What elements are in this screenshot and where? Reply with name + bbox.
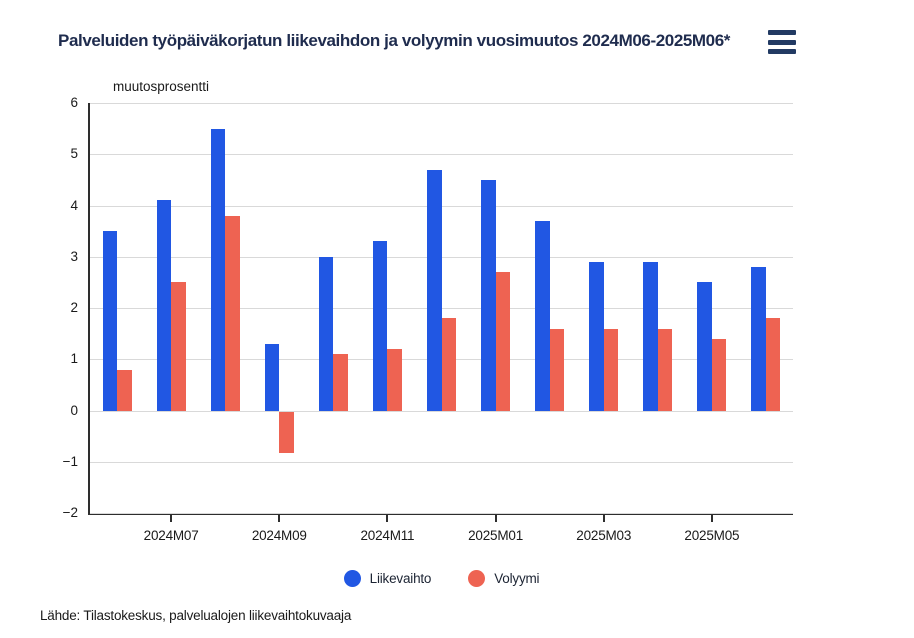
gridline <box>90 513 793 514</box>
legend-swatch-icon <box>343 569 361 587</box>
bar-volyymi-2024M08[interactable] <box>225 215 240 411</box>
bar-volyymi-2025M05[interactable] <box>711 338 727 411</box>
bar-volyymi-2024M10[interactable] <box>333 354 348 411</box>
y-tick-label: 6 <box>70 95 78 110</box>
x-tick-label: 2025M01 <box>468 528 524 543</box>
bar-volyymi-2024M09[interactable] <box>279 411 294 453</box>
menu-button[interactable] <box>768 30 796 54</box>
bar-volyymi-2025M03[interactable] <box>603 328 619 411</box>
bar-volyymi-2024M11[interactable] <box>387 349 402 411</box>
x-tick-label: 2024M11 <box>360 528 415 543</box>
bar-volyymi-2025M02[interactable] <box>549 328 565 411</box>
y-tick-label: 2 <box>70 300 78 315</box>
bar-liikevaihto-2024M08[interactable] <box>210 128 226 411</box>
bar-liikevaihto-2024M11[interactable] <box>372 241 388 411</box>
y-axis-line <box>88 103 90 515</box>
plot-area: 6 5 4 3 2 1 0 −1 −2 2024M07 2024M09 2024M11 2025M01 2… <box>63 96 793 543</box>
hamburger-menu-icon <box>768 30 796 35</box>
y-tick-label: 5 <box>70 146 78 162</box>
bar-liikevaihto-2025M03[interactable] <box>589 261 604 411</box>
y-tick-label: 1 <box>70 351 78 367</box>
legend-swatch-icon <box>468 569 486 587</box>
bar-volyymi-2024M12[interactable] <box>441 318 456 411</box>
bar-volyymi-2025M04[interactable] <box>657 328 673 411</box>
bar-liikevaihto-2025M04[interactable] <box>643 261 658 411</box>
gridline <box>90 103 793 104</box>
gridline <box>90 410 793 412</box>
y-tick-label: 0 <box>70 402 78 418</box>
legend-label: Volyymi <box>494 570 540 586</box>
x-axis-tick <box>602 515 605 522</box>
bar-volyymi-2025M01[interactable] <box>495 272 511 411</box>
x-axis-tick <box>710 515 713 522</box>
gridline <box>90 256 793 258</box>
x-axis-tick <box>386 515 389 522</box>
bar-volyymi-2024M06[interactable] <box>117 369 132 411</box>
hamburger-menu-icon <box>768 39 796 45</box>
bar-volyymi-2025M06[interactable] <box>765 318 781 411</box>
bar-liikevaihto-2025M05[interactable] <box>697 282 712 411</box>
y-tick-label: 4 <box>70 197 78 213</box>
y-tick-label: −2 <box>62 505 78 520</box>
x-axis-line <box>88 513 793 515</box>
y-tick-label: −1 <box>62 453 78 469</box>
bar-liikevaihto-2025M02[interactable] <box>535 220 550 411</box>
gridline <box>90 461 793 463</box>
page-title: Palveluiden työpäiväkorjatun liikevaihdo… <box>58 31 731 50</box>
gridline <box>90 205 793 207</box>
bar-liikevaihto-2025M01[interactable] <box>481 179 496 411</box>
bar-liikevaihto-2025M06[interactable] <box>751 267 766 411</box>
source-note: Lähde: Tilastokeskus, palvelualojen liik… <box>40 608 352 623</box>
x-tick-label: 2025M03 <box>576 528 632 543</box>
y-axis-title: muutosprosentti <box>113 79 210 94</box>
x-tick-label: 2024M09 <box>251 528 307 543</box>
gridline <box>90 154 793 156</box>
bar-liikevaihto-2024M07[interactable] <box>156 200 172 411</box>
legend-item-liikevaihto[interactable]: Liikevaihto <box>343 569 432 587</box>
bar-liikevaihto-2024M12[interactable] <box>427 169 442 411</box>
y-tick-label: 3 <box>70 248 78 264</box>
bar-liikevaihto-2024M10[interactable] <box>318 256 334 411</box>
x-tick-label: 2024M07 <box>143 528 199 543</box>
x-axis-tick <box>170 515 173 522</box>
gridline <box>90 308 793 309</box>
hamburger-menu-icon <box>768 49 796 54</box>
legend: Liikevaihto Volyymi <box>90 566 793 590</box>
legend-item-volyymi[interactable]: Volyymi <box>468 569 540 587</box>
legend-label: Liikevaihto <box>369 570 432 586</box>
x-axis-tick <box>494 515 497 522</box>
x-tick-label: 2025M05 <box>684 528 740 543</box>
bar-liikevaihto-2024M09[interactable] <box>264 343 280 411</box>
bar-liikevaihto-2024M06[interactable] <box>102 231 118 411</box>
x-axis-tick <box>278 515 281 522</box>
bar-volyymi-2024M07[interactable] <box>171 282 186 411</box>
